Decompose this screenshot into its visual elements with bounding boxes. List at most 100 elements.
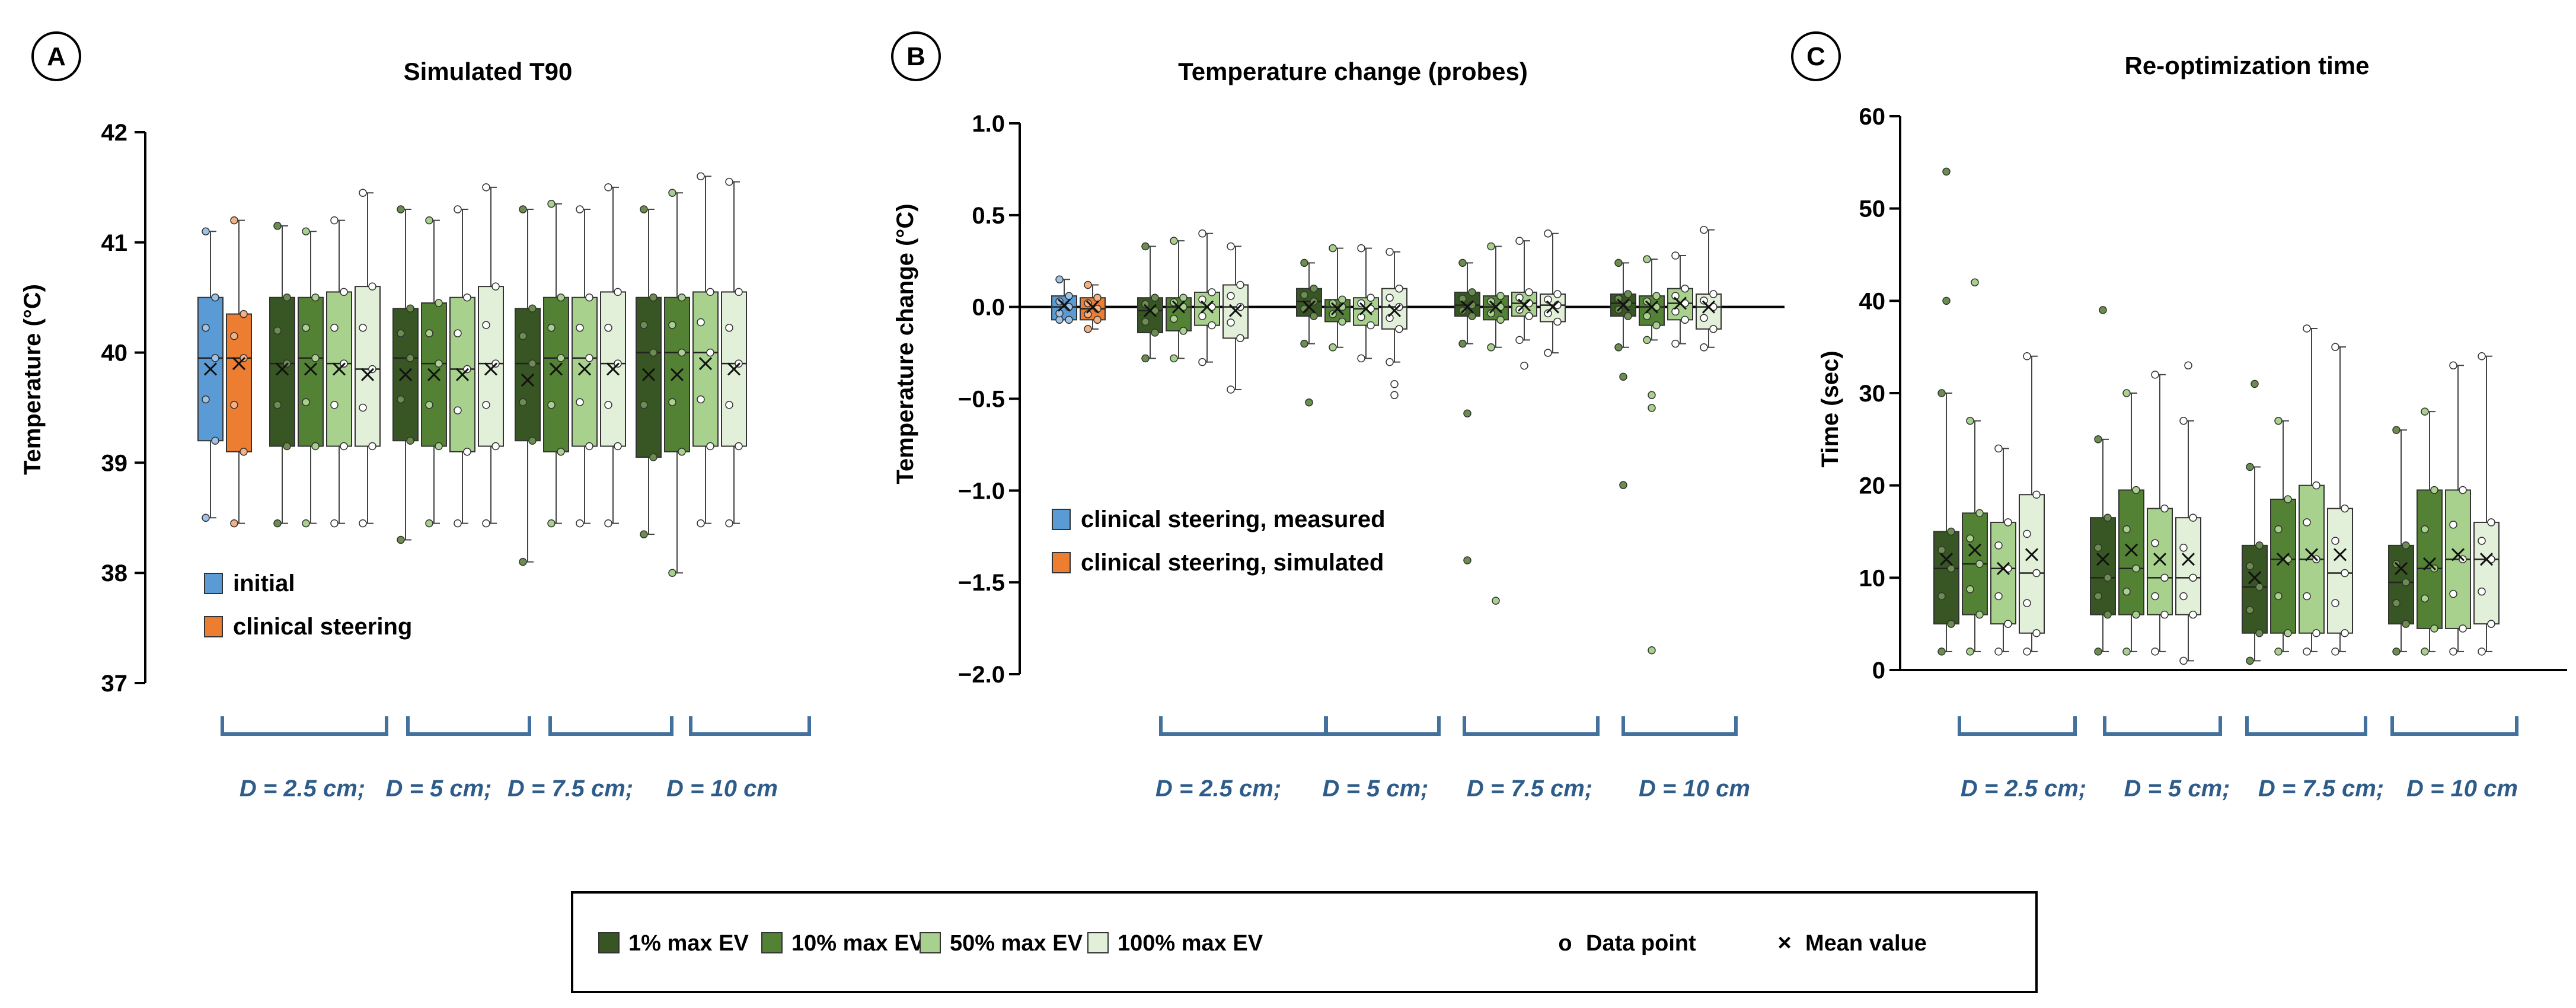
data-point: [725, 519, 733, 528]
data-point: [2255, 629, 2264, 637]
y-tick-label: 0: [1872, 658, 1885, 684]
data-point: [1937, 546, 1946, 554]
panel-c-yticks: 0 10 20 30 40 50 60: [1859, 104, 2567, 684]
legend-label: 100% max EV: [1118, 931, 1263, 956]
data-point: [482, 401, 490, 409]
box-50-max-ev: [1511, 237, 1537, 370]
y-tick-label: −1.5: [958, 570, 1005, 596]
legend-swatch: [204, 616, 223, 637]
data-point: [2132, 486, 2140, 495]
box-body: [355, 286, 381, 447]
data-point: [1966, 534, 1974, 543]
box-100-max-ev: [1381, 248, 1407, 400]
data-point: [311, 293, 320, 302]
data-point: [1141, 317, 1150, 326]
data-point: [1093, 315, 1102, 324]
panel-a-boxes: [197, 172, 747, 577]
y-tick-label: 20: [1859, 473, 1886, 499]
data-point: [1395, 325, 1403, 333]
data-point: [2478, 352, 2486, 361]
mean-marker: [484, 362, 498, 376]
data-point: [2023, 529, 2031, 538]
box-body: [1296, 288, 1322, 317]
panel-b-boxes: [1051, 225, 1722, 655]
box-100-max-ev: [2327, 343, 2353, 656]
data-point: [1515, 336, 1524, 344]
data-point: [1643, 255, 1651, 263]
mean-value-glyph: ×: [1777, 930, 1791, 956]
data-point: [1065, 315, 1073, 324]
mean-marker: [521, 373, 535, 387]
data-point: [2004, 518, 2012, 527]
data-point: [1386, 294, 1394, 302]
data-point: [1994, 541, 2003, 550]
data-point: [2103, 610, 2112, 619]
data-point: [1614, 294, 1623, 303]
panel-b-title: Temperature change (probes): [1178, 58, 1528, 85]
data-point: [1544, 229, 1552, 238]
panel-b: B Temperature change (probes) Temperatur…: [891, 31, 1785, 802]
data-point: [2449, 521, 2457, 529]
data-point: [678, 348, 686, 357]
legend-label: 1% max EV: [628, 931, 749, 956]
data-point: [1700, 225, 1708, 234]
box-10-max-ev: [421, 216, 447, 528]
box-50-max-ev: [449, 205, 475, 528]
data-point: [1947, 564, 1955, 573]
data-point: [359, 189, 367, 197]
data-point: [2274, 416, 2283, 425]
data-point: [2122, 525, 2131, 534]
mean-marker: [1086, 300, 1100, 314]
data-point: [2303, 592, 2311, 601]
outlier-point: [1492, 596, 1500, 605]
data-point: [1515, 237, 1524, 245]
legend-swatch: [1052, 509, 1071, 530]
data-point: [2331, 537, 2339, 545]
panel-c-letter: C: [1806, 42, 1825, 71]
box-body: [2242, 544, 2268, 634]
box-body: [478, 286, 504, 447]
legend-swatch: [204, 573, 223, 594]
data-point: [2160, 573, 2169, 582]
y-tick-label: −0.5: [958, 387, 1005, 413]
data-point: [1994, 647, 2003, 656]
data-point: [406, 354, 414, 362]
data-point: [640, 530, 648, 538]
data-point: [2255, 541, 2264, 550]
outlier-point: [1619, 481, 1627, 489]
data-point: [211, 354, 219, 362]
data-point: [2341, 504, 2349, 513]
y-tick-label: 10: [1859, 565, 1886, 591]
data-point: [454, 406, 462, 414]
data-point: [2402, 620, 2410, 628]
data-point: [547, 200, 556, 208]
data-point: [547, 401, 556, 409]
data-point: [547, 324, 556, 332]
data-point: [202, 227, 210, 235]
y-tick-label: 1.0: [972, 111, 1005, 137]
data-point: [576, 205, 584, 213]
data-point: [330, 519, 339, 528]
data-point: [1386, 248, 1394, 256]
mean-marker: [549, 362, 563, 376]
mean-marker: [2451, 548, 2465, 562]
mean-marker: [2096, 553, 2110, 566]
data-point: [1170, 237, 1178, 245]
mean-marker: [360, 368, 375, 381]
data-point: [1141, 300, 1150, 308]
data-point: [425, 519, 433, 528]
data-point: [614, 288, 622, 296]
data-point: [2274, 525, 2283, 534]
data-point: [1084, 325, 1092, 333]
box-1-max-ev: [269, 222, 295, 528]
panel-c-ylabel: Time (sec): [1817, 350, 1843, 467]
group-bracket: [2245, 716, 2367, 736]
box-50-max-ev: [2445, 361, 2471, 656]
box-body: [1051, 295, 1077, 321]
group-bracket: [1324, 716, 1441, 736]
mean-marker: [2276, 553, 2290, 566]
data-point: [397, 535, 405, 544]
mean-marker: [1057, 298, 1071, 312]
data-point: [2478, 537, 2486, 545]
